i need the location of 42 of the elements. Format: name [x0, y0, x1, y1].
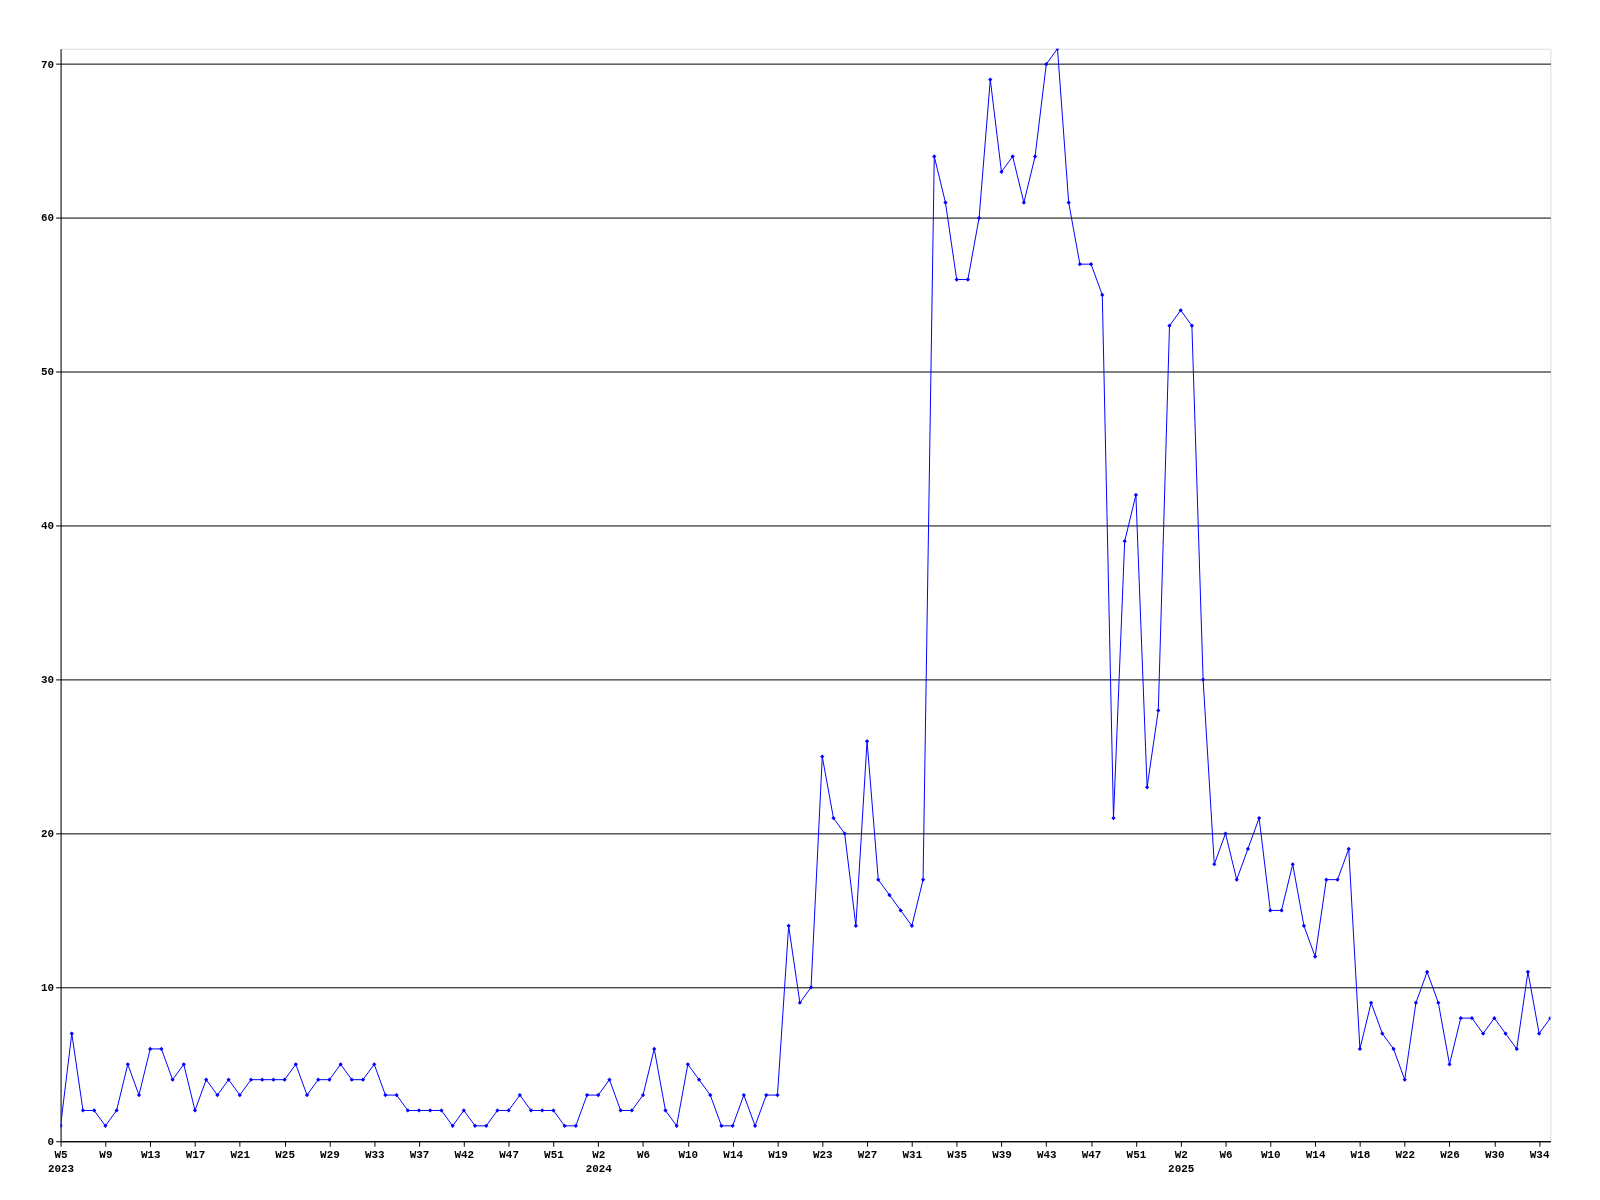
x-tick-label: W47: [499, 1148, 519, 1161]
y-tick-label: 30: [41, 674, 55, 687]
x-tick-label: W6: [1219, 1148, 1233, 1161]
x-tick-label: W27: [857, 1148, 878, 1161]
x-tick-label: W13: [140, 1148, 161, 1161]
y-tick-label: 60: [41, 212, 55, 225]
x-tick-label: W19: [768, 1148, 788, 1161]
x-tick-label: W10: [678, 1148, 699, 1161]
x-tick-label: W9: [99, 1148, 113, 1161]
x-tick-label: W2 2024: [585, 1148, 613, 1175]
x-tick-label: W18: [1350, 1148, 1371, 1161]
x-tick-label: W2 2025: [1168, 1148, 1195, 1175]
x-tick-label: W6: [636, 1148, 651, 1161]
y-tick-label: 10: [41, 981, 55, 994]
x-tick-label: W22: [1395, 1148, 1416, 1161]
x-tick-label: W37: [409, 1148, 430, 1161]
x-tick-label: W29: [320, 1148, 340, 1161]
x-tick-label: W51: [1126, 1148, 1147, 1161]
x-tick-label: W23: [812, 1148, 833, 1161]
x-tick-label: W31: [902, 1148, 923, 1161]
x-tick-label: W26: [1440, 1148, 1460, 1161]
x-tick-label: W5 2023: [47, 1148, 75, 1175]
x-tick-label: W17: [185, 1148, 206, 1161]
x-tick-label: W10: [1260, 1148, 1281, 1161]
y-tick-label: 40: [41, 520, 55, 533]
x-tick-label: W34: [1529, 1148, 1550, 1161]
x-tick-label: W21: [230, 1148, 251, 1161]
y-tick-label: 0: [47, 1135, 55, 1148]
y-tick-label: 50: [41, 366, 55, 379]
y-tick-label: 70: [41, 58, 55, 71]
x-tick-label: W14: [723, 1148, 744, 1161]
x-tick-label: W25: [275, 1148, 295, 1161]
x-tick-label: W35: [947, 1148, 967, 1161]
x-tick-label: W51: [544, 1148, 565, 1161]
x-tick-label: W14: [1305, 1148, 1326, 1161]
x-tick-label: W39: [992, 1148, 1012, 1161]
x-tick-label: W42: [454, 1148, 475, 1161]
x-tick-label: W43: [1036, 1148, 1057, 1161]
y-tick-label: 20: [41, 827, 55, 840]
x-tick-label: W30: [1485, 1148, 1505, 1161]
x-tick-label: W33: [364, 1148, 385, 1161]
x-tick-label: W47: [1081, 1148, 1102, 1161]
